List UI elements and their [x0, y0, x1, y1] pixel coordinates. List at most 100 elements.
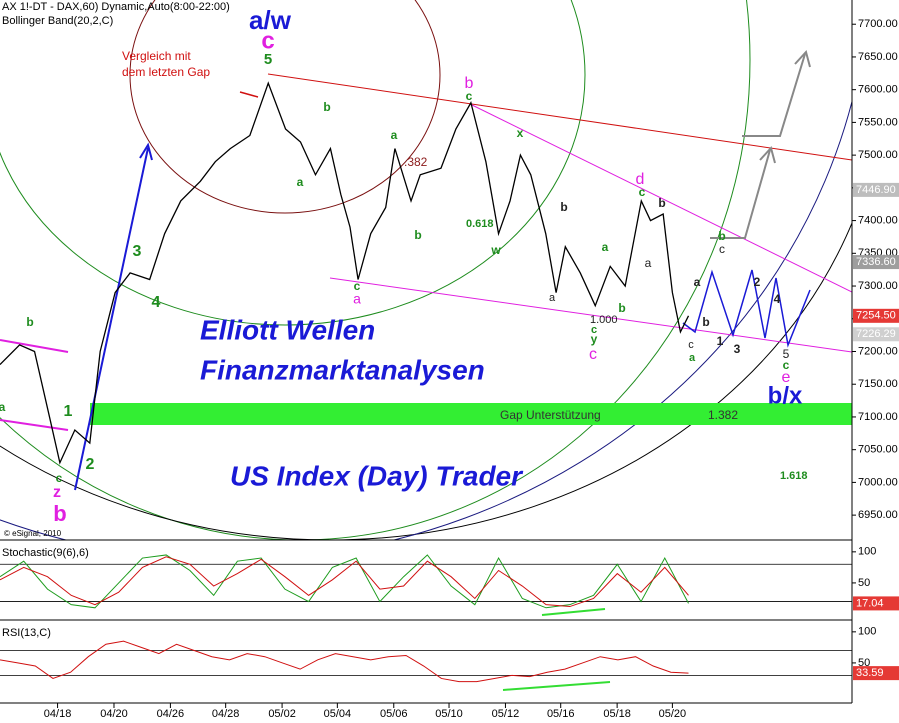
chart-title: AX 1!-DT - DAX,60) Dynamic,Auto(8:00-22:… — [2, 1, 230, 13]
y-tick-label: 7200.00 — [858, 345, 898, 357]
annotation: b — [718, 229, 725, 243]
annotation: 0.618 — [466, 218, 494, 230]
y-tick-label: 50 — [858, 657, 870, 669]
gap-zone — [90, 403, 852, 425]
value-label: 17.04 — [856, 597, 884, 609]
trend-line — [469, 103, 852, 293]
annotation: b — [465, 75, 474, 92]
annotation: x — [517, 126, 524, 140]
annotation: US Index (Day) Trader — [230, 460, 524, 491]
price-label: 7226.29 — [856, 328, 896, 340]
x-tick-label: 05/16 — [547, 708, 575, 720]
price-line — [0, 81, 690, 465]
price-label-box — [853, 182, 899, 197]
x-tick-label: 05/02 — [268, 708, 296, 720]
annotation: 1 — [717, 334, 724, 348]
panel-title: RSI(13,C) — [2, 627, 51, 639]
annotation: b — [560, 200, 567, 214]
annotation: 3 — [133, 243, 142, 260]
chart-subtitle: Bollinger Band(20,2,C) — [2, 15, 113, 27]
y-tick-label: 100 — [858, 626, 876, 638]
x-tick-label: 05/04 — [324, 708, 352, 720]
annotation: a — [391, 128, 398, 142]
value-label-box — [853, 596, 899, 611]
annotation: a — [549, 292, 556, 304]
divergence-line — [502, 681, 611, 691]
arrow-head — [139, 142, 153, 161]
projection — [682, 269, 811, 348]
y-tick-label: 7300.00 — [858, 280, 898, 292]
annotation: 5 — [783, 347, 790, 361]
value-label-box — [853, 666, 899, 681]
trend-line — [0, 419, 69, 431]
fib-circle — [129, 0, 441, 214]
arrow-head — [759, 145, 776, 164]
annotation: b — [658, 196, 665, 210]
arrow — [74, 147, 149, 491]
trend-line — [0, 339, 69, 353]
y-tick-label: 7600.00 — [858, 84, 898, 96]
indicator-line — [0, 556, 689, 608]
fib-circle — [0, 0, 586, 326]
arrow — [710, 149, 771, 239]
annotation: y — [591, 332, 598, 346]
annotation: c — [466, 89, 473, 103]
trend-line — [267, 73, 852, 161]
fib-circle — [0, 0, 751, 540]
annotation: b — [26, 315, 33, 329]
divergence-line — [541, 608, 606, 616]
x-tick-label: 05/10 — [435, 708, 463, 720]
price-label: 7446.90 — [856, 184, 896, 196]
y-tick-label: 6950.00 — [858, 509, 898, 521]
price-label-box — [853, 255, 899, 270]
annotation: 1 — [64, 403, 73, 420]
annotation: 3 — [734, 342, 741, 356]
annotation: c — [591, 324, 597, 336]
annotation: c — [261, 27, 274, 54]
indicator-line — [0, 554, 689, 609]
indicator-line — [0, 640, 689, 683]
annotation: b — [702, 315, 709, 329]
annotation: c — [589, 346, 597, 363]
annotation: Elliott Wellen — [200, 314, 375, 345]
annotation: 2 — [754, 275, 761, 289]
annotation: 1.618 — [780, 470, 808, 482]
annotation: b — [618, 301, 625, 315]
y-tick-label: 7550.00 — [858, 116, 898, 128]
annotation: a — [0, 400, 6, 414]
annotation: a — [602, 240, 609, 254]
y-tick-label: 100 — [858, 546, 876, 558]
annotation: 5 — [264, 51, 272, 68]
annotation: b — [414, 228, 421, 242]
annotation: a — [694, 275, 701, 289]
annotation: Finanzmarktanalysen — [200, 354, 485, 385]
annotation: c — [354, 279, 361, 293]
callout-arrow — [239, 91, 259, 98]
annotation: b/x — [768, 382, 803, 409]
y-tick-label: 7500.00 — [858, 149, 898, 161]
annotation: Gap Unterstützung — [500, 408, 601, 422]
y-tick-label: 7400.00 — [858, 214, 898, 226]
annotation: c — [783, 358, 790, 372]
price-label-box — [853, 327, 899, 342]
annotation: c — [639, 185, 646, 199]
y-tick-label: 7050.00 — [858, 444, 898, 456]
annotation: c — [56, 471, 63, 485]
x-tick-label: 04/28 — [212, 708, 240, 720]
x-tick-label: 04/20 — [100, 708, 128, 720]
annotation: 1.000 — [590, 314, 618, 326]
trend-line — [329, 277, 852, 353]
x-tick-label: 04/18 — [44, 708, 72, 720]
value-label: 33.59 — [856, 667, 884, 679]
arrow — [742, 53, 806, 137]
x-tick-label: 05/18 — [603, 708, 631, 720]
x-tick-label: 04/26 — [157, 708, 185, 720]
y-tick-label: 7700.00 — [858, 18, 898, 30]
annotation: c — [688, 339, 694, 351]
annotation: a/w — [249, 5, 292, 35]
annotation: a — [689, 352, 696, 364]
annotation: 4 — [774, 292, 781, 306]
annotation: 4 — [152, 294, 161, 311]
